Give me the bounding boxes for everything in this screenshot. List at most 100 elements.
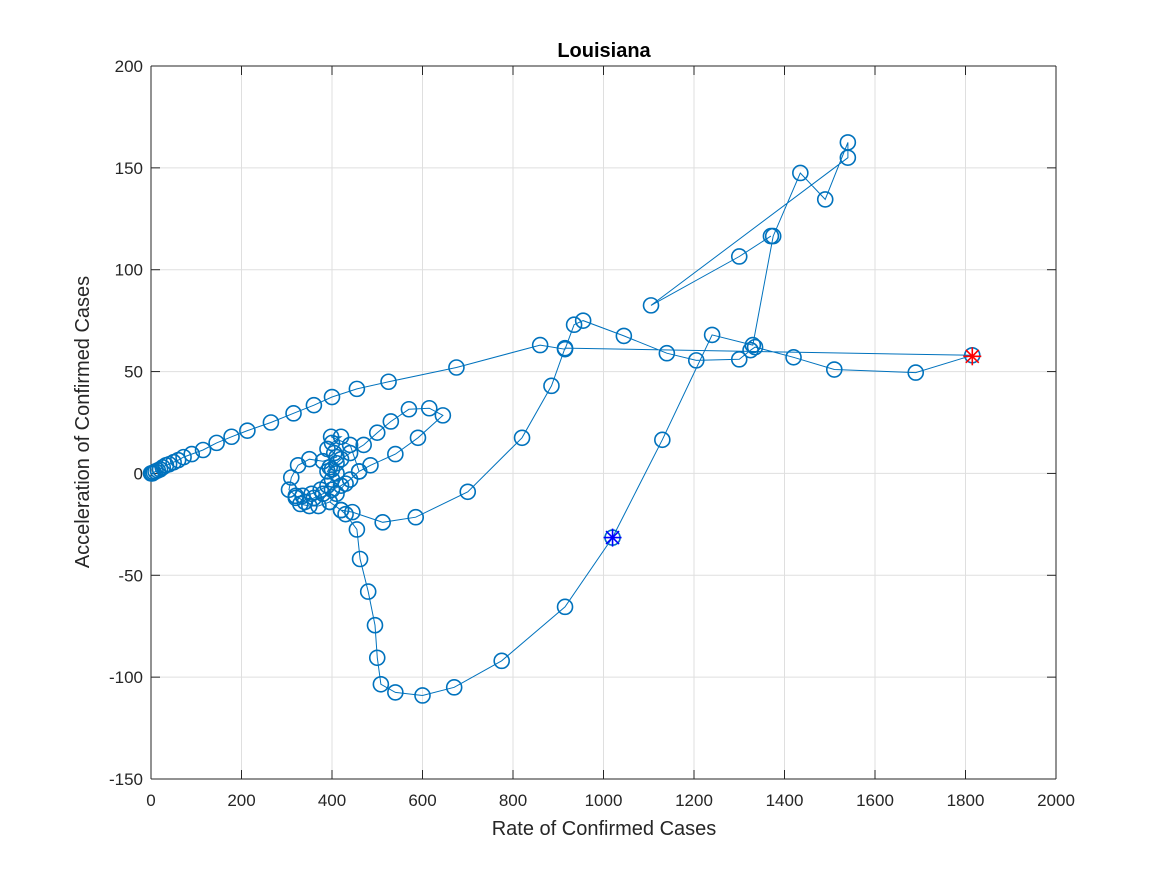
data-point-marker xyxy=(348,521,366,538)
data-point-marker xyxy=(175,448,192,466)
data-point-marker xyxy=(414,687,431,704)
data-point-marker xyxy=(387,684,404,701)
x-tick-label: 1800 xyxy=(947,791,985,810)
data-point-marker xyxy=(282,469,300,486)
y-axis-label: Acceleration of Confirmed Cases xyxy=(72,276,94,568)
data-point-marker xyxy=(687,352,705,369)
data-point-marker xyxy=(839,149,857,166)
data-point-marker xyxy=(374,514,391,531)
data-point-marker xyxy=(531,336,549,354)
data-point-marker xyxy=(355,436,372,454)
data-point-marker xyxy=(556,339,574,357)
data-point-marker xyxy=(556,598,574,616)
data-point-marker xyxy=(223,428,240,446)
series-layer xyxy=(142,134,981,704)
data-point-marker xyxy=(194,441,212,459)
chart-title: Louisiana xyxy=(557,40,651,62)
y-tick-label: 50 xyxy=(124,363,143,382)
data-point-marker xyxy=(785,349,802,366)
x-tick-label: 1200 xyxy=(675,791,713,810)
data-point-marker xyxy=(362,456,379,474)
x-tick-label: 1600 xyxy=(856,791,894,810)
data-point-marker xyxy=(907,364,925,381)
x-tick-label: 200 xyxy=(227,791,255,810)
data-point-marker xyxy=(513,429,531,447)
data-point-marker xyxy=(565,316,583,334)
data-point-marker xyxy=(262,414,280,431)
data-point-marker xyxy=(792,164,809,182)
data-point-marker xyxy=(400,400,418,418)
y-tick-label: 100 xyxy=(115,261,143,280)
data-point-marker xyxy=(746,338,764,356)
y-tick-label: 150 xyxy=(115,159,143,178)
data-point-marker xyxy=(332,501,350,519)
data-point-marker xyxy=(372,675,390,693)
data-point-marker xyxy=(658,344,676,362)
data-point-marker xyxy=(434,407,452,424)
data-point-marker xyxy=(409,429,427,447)
data-point-marker xyxy=(323,388,341,406)
highlight-asterisk-marker xyxy=(963,347,982,366)
data-point-marker xyxy=(615,327,633,345)
data-point-marker xyxy=(183,445,201,463)
data-point-marker xyxy=(493,652,510,670)
data-point-marker xyxy=(322,428,340,446)
data-point-marker xyxy=(420,399,438,417)
data-point-marker xyxy=(368,649,386,667)
data-point-marker xyxy=(574,312,592,329)
data-point-marker xyxy=(654,431,671,449)
data-point-marker xyxy=(332,477,350,494)
y-tick-label: 200 xyxy=(115,57,143,76)
data-point-marker xyxy=(351,550,369,568)
grid xyxy=(150,65,1057,780)
data-point-marker xyxy=(239,422,256,439)
data-point-marker xyxy=(543,377,560,395)
data-point-marker xyxy=(208,434,225,452)
data-point-marker xyxy=(366,616,384,634)
x-tick-label: 600 xyxy=(408,791,436,810)
data-point-marker xyxy=(348,380,366,398)
data-point-marker xyxy=(642,297,660,314)
data-point-marker xyxy=(730,248,748,265)
data-point-marker xyxy=(341,444,359,462)
data-point-marker xyxy=(744,336,762,354)
highlight-asterisk-marker xyxy=(603,528,622,547)
data-point-marker xyxy=(762,227,780,245)
data-point-marker xyxy=(332,428,350,446)
data-point-marker xyxy=(368,424,386,441)
data-point-marker xyxy=(382,413,400,430)
data-point-marker xyxy=(448,359,465,376)
y-tick-label: 0 xyxy=(134,464,143,483)
data-point-marker xyxy=(337,505,354,523)
data-point-marker xyxy=(321,493,339,511)
series-line xyxy=(151,142,973,697)
data-point-marker xyxy=(285,405,302,422)
y-tick-label: -50 xyxy=(118,566,143,585)
data-point-marker xyxy=(359,583,377,600)
data-point-marker xyxy=(825,361,843,378)
axes: 0 200 400 600 800 1000 1200 1400 1600 1800 2000-15… xyxy=(109,57,1075,810)
data-point-marker xyxy=(305,396,323,414)
data-point-marker xyxy=(323,481,341,499)
data-point-marker xyxy=(344,503,361,521)
highlight-layer xyxy=(603,347,982,547)
x-axis-label: Rate of Confirmed Cases xyxy=(492,818,717,840)
data-point-marker xyxy=(459,483,477,501)
x-tick-label: 2000 xyxy=(1037,791,1075,810)
data-point-marker xyxy=(816,191,834,208)
data-point-marker xyxy=(445,679,463,696)
data-point-marker xyxy=(380,373,397,391)
data-point-marker xyxy=(323,461,341,478)
data-point-marker xyxy=(292,495,309,513)
x-tick-label: 1400 xyxy=(766,791,804,810)
data-point-marker xyxy=(407,508,425,526)
data-point-marker xyxy=(312,481,329,499)
data-point-marker xyxy=(301,497,318,515)
data-point-marker xyxy=(703,326,721,344)
x-tick-label: 800 xyxy=(499,791,527,810)
y-tick-label: -150 xyxy=(109,770,143,789)
x-tick-label: 400 xyxy=(318,791,346,810)
data-point-marker xyxy=(730,351,748,368)
x-tick-label: 0 xyxy=(146,791,155,810)
